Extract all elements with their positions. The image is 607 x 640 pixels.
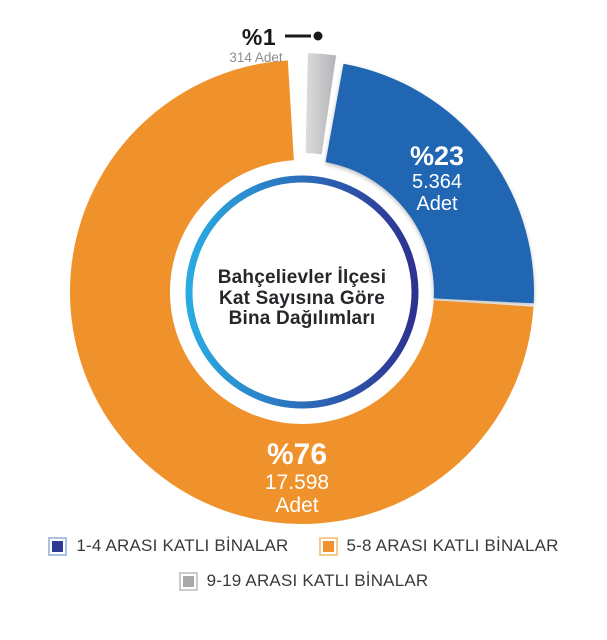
chart-center-title-line1: Bahçelievler İlçesi — [217, 267, 387, 288]
segment-percent-5-8: %76 — [266, 438, 328, 471]
segment-unit-1-4: Adet — [416, 193, 458, 215]
legend-label-9-19: 9-19 ARASI KATLI BİNALAR — [206, 571, 429, 590]
chart-center-title: Bahçelievler İlçesi Kat Sayısına Göre Bi… — [217, 267, 387, 330]
annotation-pointer-dot — [313, 31, 323, 41]
legend-swatch-1-4-icon — [48, 536, 68, 556]
legend-label-1-4: 1-4 ARASI KATLI BİNALAR — [76, 536, 289, 555]
segment-count-1-4: 5.364 — [411, 171, 463, 193]
slice-1-4 — [325, 63, 534, 304]
segment-label-5-8: %76 17.598 Adet — [264, 438, 330, 518]
annotation-percent-label: %1 — [241, 24, 277, 50]
legend-item-9-19: 9-19 ARASI KATLI BİNALAR — [178, 571, 429, 591]
annotation-count-label: 314 Adet — [229, 50, 283, 65]
legend-label-5-8: 5-8 ARASI KATLI BİNALAR — [346, 536, 559, 555]
chart-center-title-line3: Bina Dağılımları — [228, 308, 376, 329]
legend-row-1: 1-4 ARASI KATLI BİNALAR 5-8 ARASI KATLI … — [0, 536, 607, 556]
legend-row-2: 9-19 ARASI KATLI BİNALAR — [0, 571, 607, 591]
legend-swatch-5-8-icon — [318, 536, 338, 556]
inner-gradient-ring — [185, 175, 419, 409]
legend-item-1-4: 1-4 ARASI KATLI BİNALAR — [48, 536, 288, 556]
legend-swatch-9-19-icon — [178, 571, 198, 591]
segment-percent-1-4: %23 — [409, 141, 465, 171]
segment-count-5-8: 17.598 — [264, 471, 330, 494]
chart-center-title-line2: Kat Sayısına Göre — [218, 287, 386, 309]
segment-label-1-4: %23 5.364 Adet — [409, 141, 465, 216]
slice-5-8 — [69, 60, 534, 524]
slice-9-19 — [305, 53, 337, 155]
segment-unit-5-8: Adet — [275, 494, 319, 517]
legend-item-5-8: 5-8 ARASI KATLI BİNALAR — [318, 536, 559, 556]
